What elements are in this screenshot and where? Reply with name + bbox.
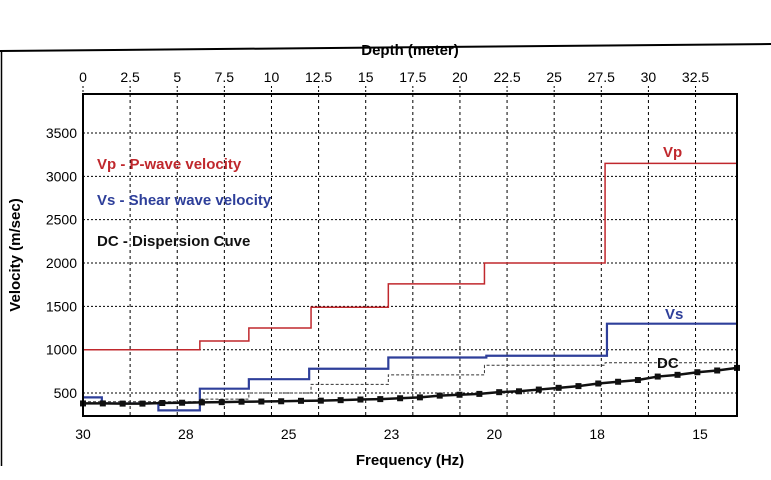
series-label-dc: DC	[657, 355, 679, 372]
top-tick-label: 15	[358, 69, 374, 85]
bottom-tick-label: 25	[281, 426, 297, 442]
plot-frame	[82, 93, 738, 417]
top-tick-label: 5	[173, 69, 181, 85]
top-tick-label: 0	[79, 69, 87, 85]
dc-point	[575, 383, 582, 390]
dc-point	[258, 398, 265, 405]
dc-point	[595, 380, 602, 387]
top-tick-label: 27.5	[588, 69, 615, 85]
bottom-tick-label: 30	[75, 426, 91, 442]
y-tick-label: 2500	[46, 212, 77, 228]
bottom-tick-label: 23	[384, 426, 400, 442]
dc-point	[377, 396, 384, 403]
dc-point	[218, 399, 225, 406]
dc-point	[119, 400, 126, 407]
figure-top-border	[0, 43, 771, 52]
dc-point	[298, 397, 304, 404]
dc-point	[555, 384, 562, 391]
dc-point	[674, 371, 681, 378]
secondary-step-line	[83, 362, 737, 403]
bottom-tick-label: 28	[178, 426, 194, 442]
top-tick-label: 22.5	[493, 69, 520, 85]
dc-point	[694, 369, 701, 376]
dc-point	[634, 377, 641, 384]
dc-point	[615, 378, 622, 385]
dc-point	[159, 399, 166, 406]
top-tick-label: 2.5	[120, 69, 140, 85]
dc-point	[456, 391, 463, 398]
top-tick-label: 17.5	[399, 69, 426, 85]
bottom-tick-label: 15	[692, 426, 708, 442]
legend-vp: Vp - P-wave velocity	[97, 156, 242, 173]
dc-line	[83, 366, 738, 405]
vp-step-line	[83, 162, 737, 351]
top-axis-label: Depth (meter)	[361, 42, 459, 59]
top-tick-label: 25	[546, 69, 562, 85]
tick-labels: 0 2.5 5 7.5 10 12.5 15 17.5 20 22.5 25 27.5 30 32.5 50…	[46, 69, 710, 442]
bottom-axis-label: Frequency (Hz)	[356, 452, 464, 469]
dc-point	[278, 398, 285, 405]
series-label-vp: Vp	[663, 144, 682, 161]
dc-point	[654, 373, 661, 380]
top-tick-label: 30	[641, 69, 657, 85]
bottom-tick-label: 18	[589, 426, 605, 442]
dc-point	[476, 390, 483, 397]
legend-dc: DC - Dispersion Cuve	[97, 233, 250, 250]
y-tick-label: 2000	[46, 255, 77, 271]
dc-point	[337, 397, 344, 404]
top-tick-label: 7.5	[215, 69, 235, 85]
dc-point	[357, 396, 364, 403]
dc-point	[714, 367, 721, 374]
y-tick-label: 3500	[46, 125, 77, 141]
dc-point	[436, 392, 443, 399]
top-tick-label: 10	[264, 69, 280, 85]
dc-point	[535, 386, 542, 393]
dc-point	[198, 399, 205, 406]
dc-point	[139, 400, 146, 407]
y-axis-label: Velocity (m/sec)	[7, 198, 24, 311]
top-tick-label: 12.5	[305, 69, 332, 85]
dc-point	[397, 395, 404, 402]
legend-vs: Vs - Shear wave velocity	[97, 192, 272, 209]
grid	[82, 86, 737, 416]
dc-point	[238, 398, 245, 405]
dc-point	[179, 399, 186, 406]
dc-point	[416, 394, 423, 401]
top-tick-label: 32.5	[682, 69, 709, 85]
y-tick-label: 500	[54, 385, 78, 401]
bottom-tick-label: 20	[487, 426, 503, 442]
y-tick-label: 1000	[46, 342, 77, 358]
y-tick-label: 1500	[46, 298, 77, 314]
y-tick-label: 3000	[46, 168, 77, 184]
series-label-vs: Vs	[665, 306, 683, 323]
top-tick-label: 20	[452, 69, 468, 85]
dc-point	[99, 400, 106, 407]
dc-point	[516, 388, 522, 395]
dc-point	[496, 389, 503, 396]
dc-point	[317, 397, 324, 404]
